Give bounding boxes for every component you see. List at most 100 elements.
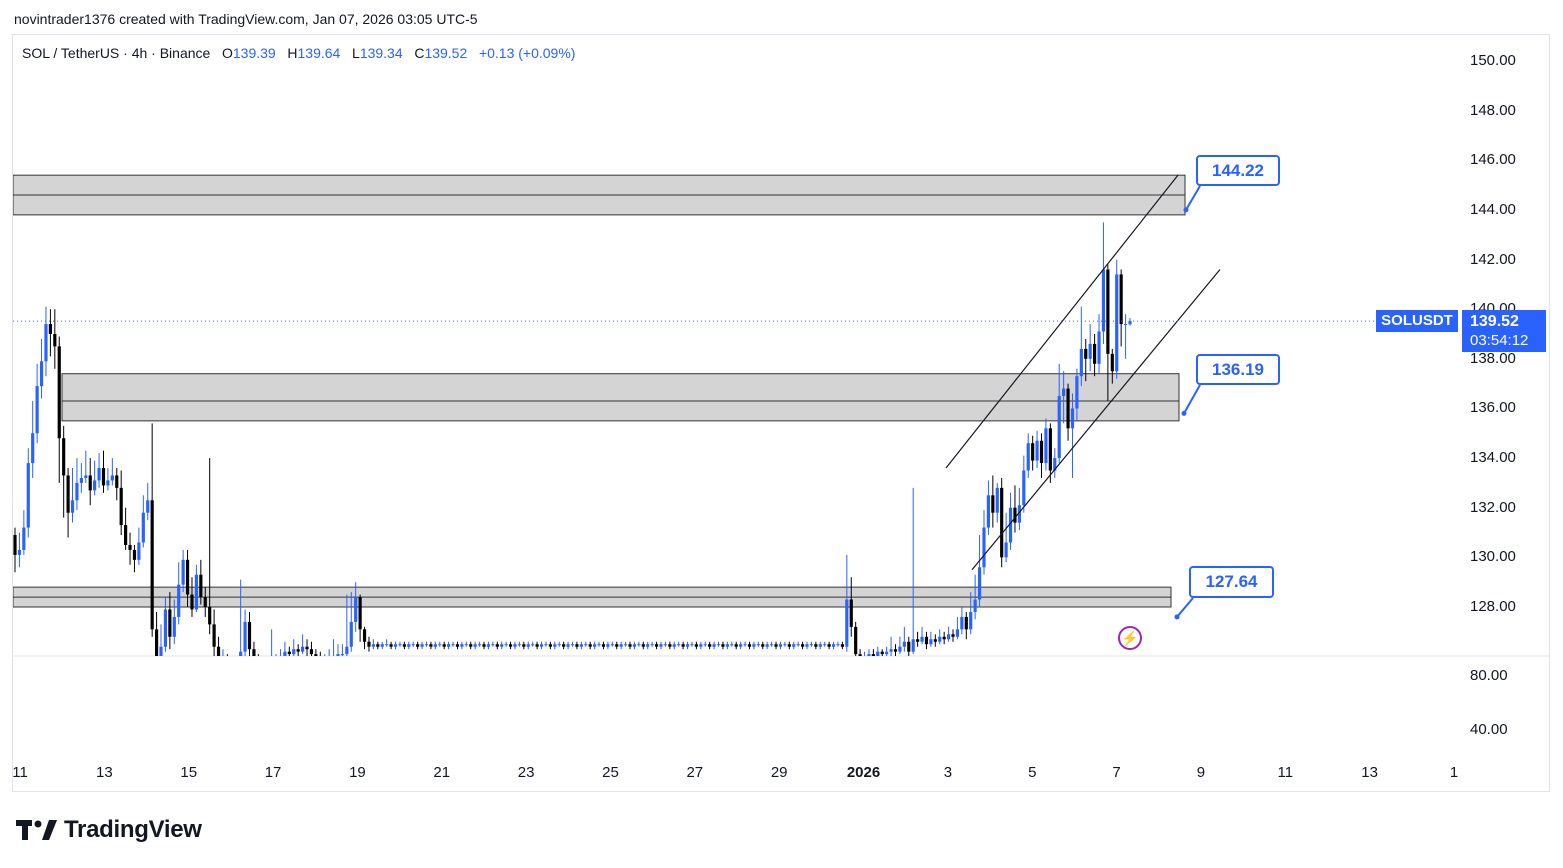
time-tick-label: 19 (349, 764, 366, 781)
candle-body (185, 559, 190, 595)
candle-body (668, 644, 672, 647)
candle-body (977, 567, 982, 600)
candle-body (296, 649, 300, 652)
candle-body (257, 659, 260, 661)
candle-body (1070, 408, 1075, 429)
candle-body (898, 646, 902, 652)
candle-body (442, 644, 446, 647)
high-value: 139.64 (297, 45, 341, 61)
candle-body (672, 644, 676, 647)
candle-body (553, 644, 557, 647)
candle-body (880, 651, 884, 655)
candle-body (858, 654, 862, 656)
candle-body (53, 334, 57, 347)
candle-body (663, 644, 668, 646)
candle-body (199, 574, 203, 598)
candle-body (1022, 470, 1026, 506)
candle-body (62, 438, 66, 476)
candle-body (106, 480, 110, 486)
candle-body (708, 644, 712, 647)
candle-body (765, 644, 769, 647)
candle-body (407, 644, 411, 647)
chart-pane[interactable] (12, 34, 1550, 792)
candle-body (991, 495, 995, 513)
candle-body (973, 599, 977, 612)
symbol-info[interactable]: SOL / TetherUS · 4h · Binance (22, 45, 211, 61)
candle-body (606, 644, 610, 647)
candle-body (601, 644, 606, 647)
callout-127[interactable]: 127.64 (1189, 566, 1274, 598)
candle-body (699, 644, 703, 647)
candle-body (938, 636, 942, 642)
callout-127-pointer-dot (1174, 614, 1180, 620)
callout-136[interactable]: 136.19 (1196, 354, 1280, 385)
candle-body (1000, 487, 1004, 558)
callout-144[interactable]: 144.22 (1196, 155, 1280, 186)
candle-body (867, 654, 871, 656)
candle-body (677, 644, 681, 646)
time-tick-label: 27 (686, 764, 704, 781)
candle-body (433, 644, 437, 647)
candle-body (566, 644, 570, 647)
candle-body (190, 594, 194, 610)
candle-body (1013, 507, 1017, 523)
time-tick-label: 25 (602, 764, 619, 781)
candle-body (685, 644, 690, 647)
current-price-value: 139.52 (1470, 313, 1519, 330)
candle-body (119, 487, 123, 526)
candle-body (283, 651, 287, 656)
candle-body (893, 649, 898, 652)
candle-body (1066, 388, 1070, 429)
candle-body (809, 644, 814, 646)
candle-body (226, 662, 229, 667)
candle-body (508, 644, 513, 647)
candle-body (39, 361, 44, 387)
change-value: +0.13 (+0.09%) (478, 45, 576, 61)
candle-body (796, 644, 800, 646)
candle-body (349, 621, 353, 647)
candle-body (730, 644, 734, 646)
candle-body (323, 659, 326, 660)
candle-body (575, 644, 579, 647)
candle-body (535, 644, 539, 647)
candle-body (747, 644, 752, 647)
lightning-icon[interactable]: ⚡ (1118, 626, 1142, 650)
candle-body (1035, 440, 1039, 461)
candle-body (995, 487, 999, 513)
candle-body (544, 644, 548, 646)
candle-body (885, 651, 889, 655)
candle-body (319, 657, 322, 659)
candle-body (902, 641, 906, 647)
close-label: C (414, 45, 425, 61)
candle-body (929, 639, 933, 645)
candle-body (243, 621, 247, 652)
candle-body (270, 659, 273, 661)
candle-body (1101, 269, 1106, 332)
candle-body (942, 636, 946, 640)
high-label: H (287, 45, 298, 61)
candle-body (48, 324, 52, 334)
candle-body (70, 500, 75, 513)
candle-body (624, 644, 628, 646)
candle-body (301, 646, 305, 652)
candle-body (26, 463, 30, 528)
time-tick-label: 7 (1112, 764, 1121, 781)
candle-body (172, 616, 176, 637)
candle-body (455, 644, 460, 647)
candle-body (770, 644, 774, 646)
candle-body (933, 639, 937, 642)
candle-body (132, 549, 137, 560)
candle-body (385, 644, 389, 646)
candle-body (960, 616, 964, 630)
candle-body (690, 644, 694, 646)
price-tick-label: 130.00 (1470, 548, 1516, 566)
candle-body (1008, 507, 1013, 543)
candle-body (380, 644, 384, 647)
candle-body (646, 644, 650, 647)
tradingview-logo[interactable]: TradingView (16, 816, 202, 844)
candle-body (500, 644, 504, 647)
candle-body (252, 649, 256, 656)
candle-body (588, 644, 592, 647)
candle-body (1093, 343, 1097, 364)
